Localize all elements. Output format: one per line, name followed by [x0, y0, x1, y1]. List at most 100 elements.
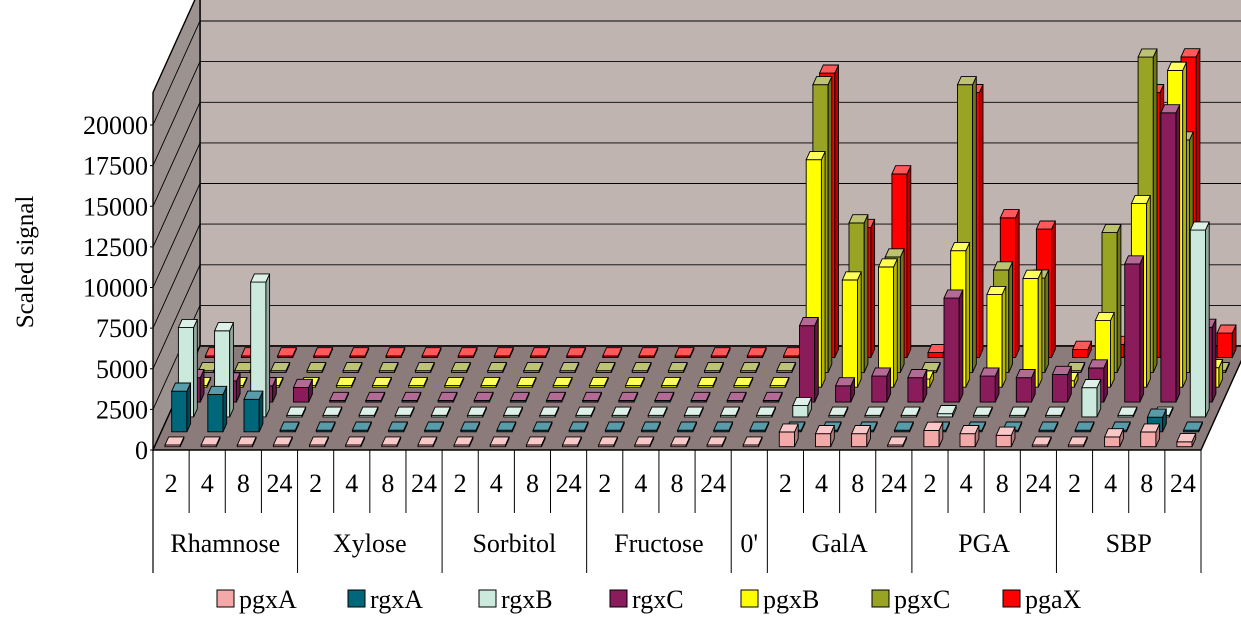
bar-pgxA-15	[706, 436, 727, 448]
bar-rgxA-12	[604, 421, 625, 433]
bar-pgxA-20	[886, 436, 908, 448]
bar-rgxB-8	[466, 406, 488, 418]
bar-rgxC-3	[292, 378, 314, 403]
bar-rgxC-15	[726, 391, 747, 403]
bar-rgxC-18	[834, 377, 856, 403]
x-tick-label: 24	[1170, 469, 1196, 498]
bar-rgxB-17	[792, 396, 813, 418]
y-tick-label: 20000	[83, 111, 148, 140]
bar-rgxB-7	[430, 406, 451, 418]
legend-item-rgxA: rgxA	[347, 585, 423, 614]
bar-pgxA-25	[1067, 436, 1089, 448]
x-tick-label: 4	[345, 469, 358, 498]
bar-rgxC-24	[1051, 365, 1072, 403]
bar-rgxC-20	[907, 369, 928, 403]
bar-pgaX-13	[674, 347, 695, 358]
bar-pgxA-9	[489, 436, 510, 448]
bar-pgxA-13	[634, 436, 655, 448]
bar-rgxA-0	[171, 382, 192, 433]
bar-pgxC-15	[739, 362, 761, 373]
group-label: SBP	[1106, 529, 1152, 558]
x-tick-label: 2	[779, 469, 792, 498]
bar-pgxA-3	[272, 436, 294, 448]
bar-rgxA-20	[893, 421, 914, 433]
bar-pgxA-23	[995, 426, 1016, 448]
bar-rgxB-15	[719, 406, 741, 418]
x-tick-label: 8	[237, 469, 250, 498]
bar-pgxB-4	[335, 376, 356, 388]
bar-rgxB-13	[647, 406, 668, 418]
bar-rgxA-13	[640, 421, 662, 433]
bar-pgxA-6	[381, 436, 402, 448]
bar-rgxB-11	[575, 406, 596, 418]
y-tick-label: 17500	[83, 152, 148, 181]
legend-item-pgxC: pgxC	[871, 585, 950, 614]
x-tick-label: 2	[1068, 469, 1081, 498]
bar-pgxB-13	[660, 376, 682, 388]
x-tick-label: 24	[411, 469, 437, 498]
bar-rgxC-5	[365, 391, 386, 403]
y-tick-label: 2500	[96, 395, 148, 424]
bar-pgxB-14	[697, 376, 718, 388]
legend-label: pgxA	[239, 585, 297, 614]
bar-rgxC-19	[871, 367, 892, 403]
bar-pgxB-7	[444, 376, 465, 388]
bar-pgxC-13	[667, 362, 688, 373]
bar-pgxB-22	[986, 285, 1007, 388]
bar-rgxA-25	[1074, 421, 1095, 433]
bar-pgaX-9	[529, 347, 551, 358]
bar-rgxB-4	[322, 406, 343, 418]
legend-item-pgaX: pgaX	[1002, 585, 1082, 614]
bar-pgaX-20	[927, 344, 948, 358]
bar-pgxA-12	[597, 436, 619, 448]
back-wall	[199, 0, 1241, 347]
bar-pgaX-6	[421, 347, 442, 358]
category-axis: 2 4 8 24 2 4 8 24 2 4 8 24 2 4 8 24 2 4 8 24 2 4 8 24 2 4 8 24Rhamn…	[152, 450, 1202, 573]
bar-rgxC-23	[1015, 369, 1036, 403]
legend-swatch	[871, 589, 890, 608]
bar-pgaX-15	[746, 347, 767, 358]
bar-rgxC-26	[1124, 255, 1145, 403]
bar-rgxB-3	[286, 406, 307, 418]
bar-pgxA-19	[850, 425, 872, 448]
bar-rgxB-28	[1189, 221, 1210, 418]
gridline	[152, 61, 1241, 166]
bar-rgxC-21	[943, 289, 964, 403]
bar-pgxC-7	[450, 362, 472, 373]
bar-pgaX-3	[313, 347, 334, 358]
group-label: PGA	[958, 529, 1010, 558]
x-tick-label: 2	[454, 469, 467, 498]
bar-pgxB-10	[552, 376, 573, 388]
legend-swatch	[740, 589, 759, 608]
group-label: Fructose	[614, 529, 704, 558]
bar-rgxA-10	[532, 421, 553, 433]
bar-rgxA-7	[424, 421, 445, 433]
gridline	[152, 20, 1241, 126]
bar-pgxC-16	[776, 362, 797, 373]
bar-rgxC-11	[582, 391, 603, 403]
bar-pgaX-12	[638, 347, 659, 358]
bar-rgxB-20	[900, 406, 921, 418]
x-tick-label: 8	[996, 469, 1009, 498]
bar-pgxA-10	[525, 436, 546, 448]
bar-pgxA-7	[417, 436, 438, 448]
y-axis: 0 2500 5000 7500 10000 12500 15000 17500 20000	[83, 111, 153, 465]
bar-rgxA-4	[315, 421, 336, 433]
chart-bars	[164, 48, 1237, 448]
gridline	[152, 101, 1241, 207]
bar-rgxB-10	[539, 406, 560, 418]
y-tick-label: 10000	[83, 274, 148, 303]
bar-rgxB-21	[936, 405, 957, 418]
x-tick-label: 4	[960, 469, 973, 498]
x-tick-label: 24	[556, 469, 582, 498]
bar-rgxC-6	[401, 391, 422, 403]
bar-pgaX-5	[385, 347, 406, 358]
legend-label: rgxC	[632, 585, 684, 614]
bar-pgxA-14	[670, 436, 691, 448]
x-tick-label: 24	[1025, 469, 1051, 498]
bar-rgxA-24	[1038, 421, 1059, 433]
bar-pgxB-15	[733, 376, 754, 388]
bar-pgxC-12	[631, 362, 652, 373]
x-tick-label: 8	[526, 469, 539, 498]
bar-pgxA-5	[344, 436, 366, 448]
